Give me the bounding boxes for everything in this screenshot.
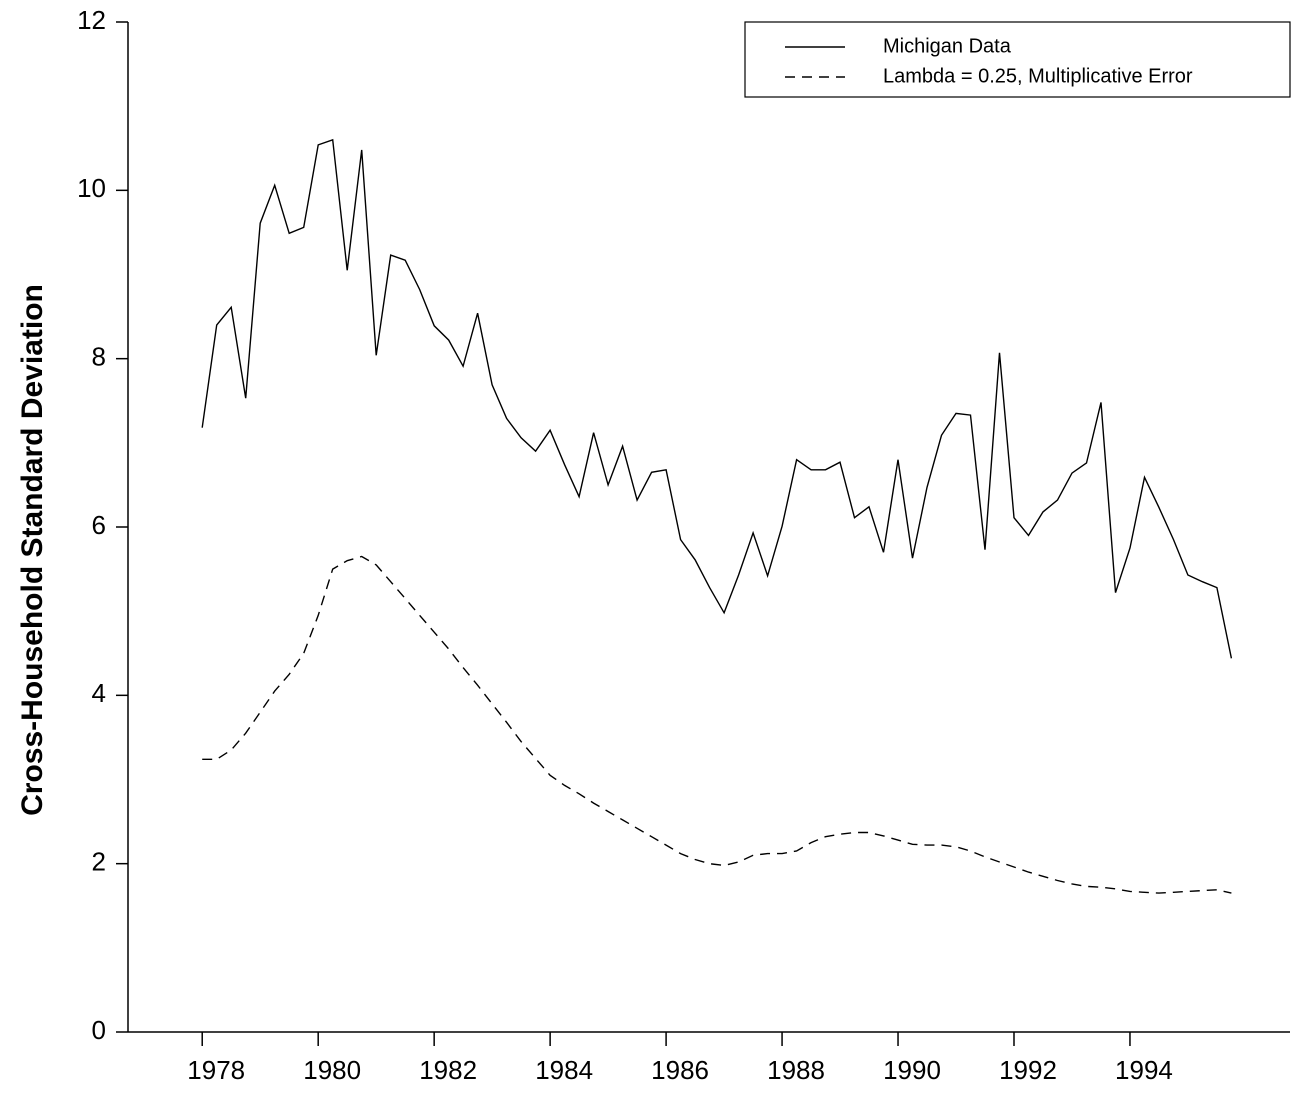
y-tick-label: 6 bbox=[92, 510, 106, 540]
legend-label: Lambda = 0.25, Multiplicative Error bbox=[883, 65, 1193, 87]
x-tick-label: 1982 bbox=[419, 1055, 477, 1085]
x-tick-label: 1984 bbox=[535, 1055, 593, 1085]
legend-label: Michigan Data bbox=[883, 35, 1012, 57]
y-tick-label: 2 bbox=[92, 847, 106, 877]
y-tick-label: 10 bbox=[77, 173, 106, 203]
y-tick-label: 0 bbox=[92, 1015, 106, 1045]
legend-box bbox=[744, 21, 1291, 98]
y-axis-label: Cross-Household Standard Deviation bbox=[16, 284, 49, 816]
x-tick-label: 1980 bbox=[303, 1055, 361, 1085]
x-tick-label: 1994 bbox=[1115, 1055, 1173, 1085]
y-tick-label: 12 bbox=[77, 5, 106, 35]
series-line bbox=[202, 555, 1232, 894]
x-tick-label: 1988 bbox=[767, 1055, 825, 1085]
x-tick-label: 1992 bbox=[999, 1055, 1057, 1085]
y-tick-label: 8 bbox=[92, 342, 106, 372]
x-tick-label: 1990 bbox=[883, 1055, 941, 1085]
y-tick-label: 4 bbox=[92, 678, 106, 708]
series-line bbox=[201, 138, 1233, 659]
x-tick-label: 1978 bbox=[187, 1055, 245, 1085]
x-tick-label: 1986 bbox=[651, 1055, 709, 1085]
